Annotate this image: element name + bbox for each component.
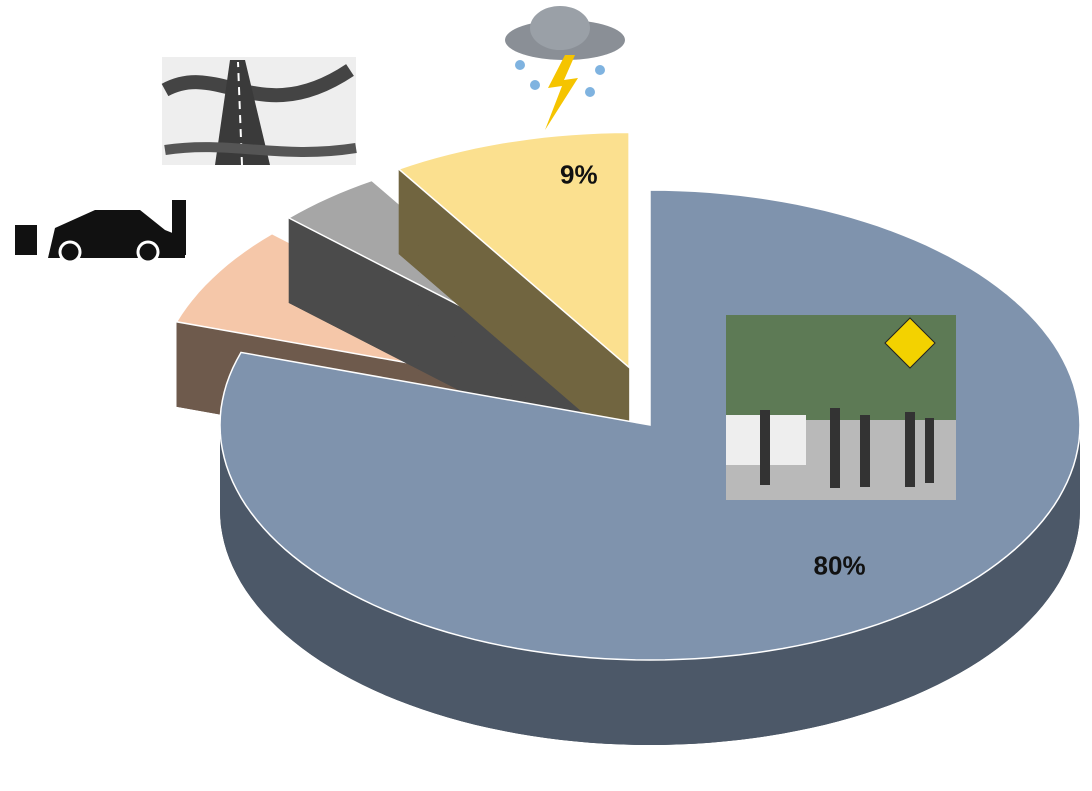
slice-edge xyxy=(398,169,630,453)
road-icon xyxy=(161,57,357,166)
pedestrian-photo xyxy=(726,315,956,500)
slice-side xyxy=(220,425,1080,745)
data-label: 80% xyxy=(814,550,866,580)
slice xyxy=(219,189,1081,661)
icons xyxy=(15,6,956,500)
data-label: 9% xyxy=(560,160,598,190)
car-icon xyxy=(15,200,186,264)
storm-icon xyxy=(505,6,625,130)
slice xyxy=(397,131,630,370)
